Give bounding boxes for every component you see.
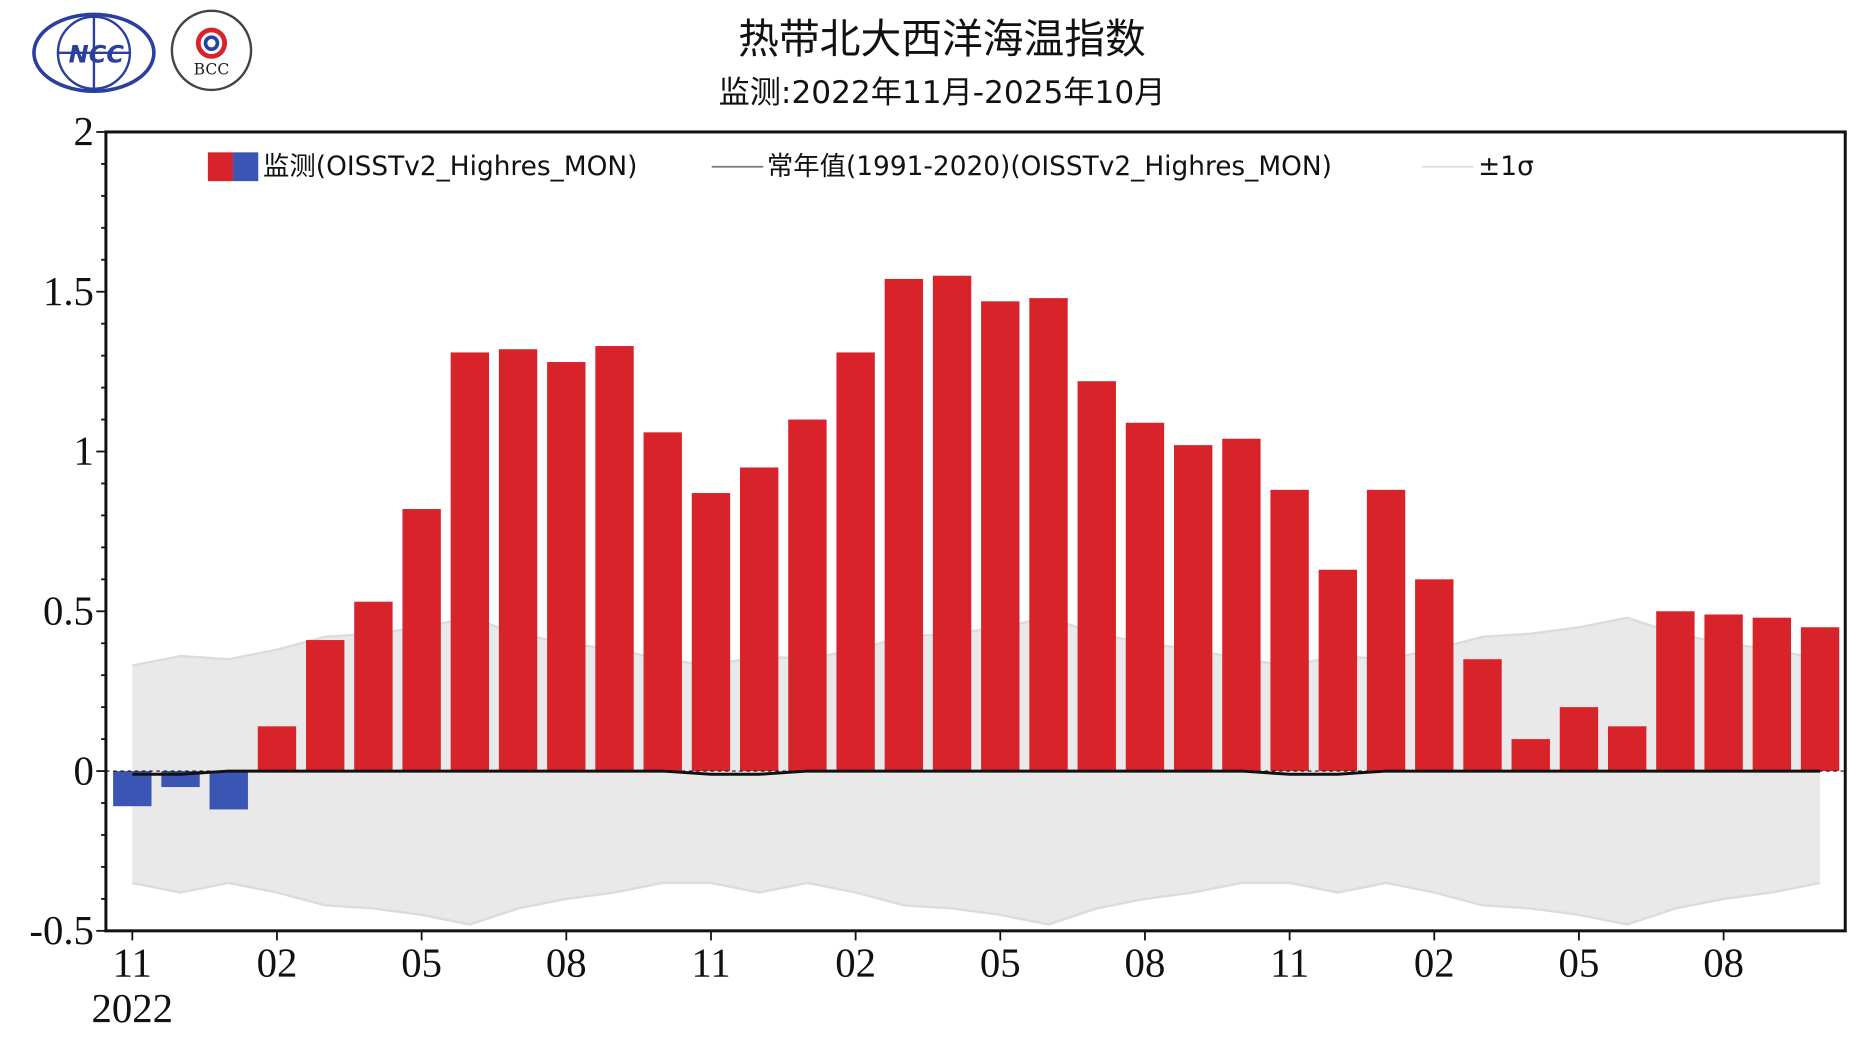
bar-2023-01 [209,771,248,810]
bcc-logo: BCC [170,9,253,92]
bar-2025-09 [1752,617,1792,772]
bar-2023-04 [354,601,393,772]
chart-title: 热带北大西洋海温指数 [738,15,1146,63]
svg-text:NCC: NCC [69,40,125,68]
y-tick-label: 0.5 [43,588,94,633]
x-tick-label: 08 [1703,940,1744,985]
bar-2024-10 [1222,438,1261,772]
plot-frame [104,130,1847,933]
normal-line [132,769,1821,776]
bar-2023-05 [402,509,441,772]
x-tick-label: 11 [113,940,152,985]
bar-2025-02 [1415,579,1454,772]
legend-monitor-label: 监测(OISSTv2_Highres_MON) [263,152,637,182]
x-tick-label: 05 [401,940,442,985]
bar-2025-06 [1607,726,1647,772]
legend: 监测(OISSTv2_Highres_MON) 常年值(1991-2020)(O… [207,152,1534,182]
bar-2025-08 [1704,614,1743,772]
bar-2023-08 [547,362,586,772]
bar-2024-09 [1173,445,1213,772]
ncc-logo: NCC [32,12,156,93]
bar-2024-03 [884,278,924,772]
legend-swatch-positive [207,152,234,182]
bar-2024-04 [932,275,972,772]
sigma-lower-line [132,881,1821,926]
y-tick-label: 2 [74,109,94,154]
chart-subtitle: 监测:2022年11月-2025年10月 [719,75,1166,111]
bar-2024-12 [1318,569,1358,772]
legend-sigma-label: ±1σ [1478,152,1534,182]
bar-2025-05 [1559,707,1599,772]
x-tick-label: 11 [691,940,730,985]
bar-2023-09 [595,346,634,772]
bar-2023-02 [257,726,297,772]
bar-2024-11 [1270,489,1309,772]
bar-2023-11 [691,493,731,772]
legend-swatch-negative [233,152,259,182]
bar-2022-11 [113,771,152,807]
y-tick-label: -0.5 [29,908,94,953]
bar-2023-12 [739,467,779,772]
x-tick-label: 11 [1270,940,1309,985]
bar-2023-06 [450,352,490,772]
y-tick-label: 1 [74,429,94,474]
x-tick-label: 08 [1125,940,1166,985]
bar-2024-07 [1077,381,1116,772]
bar-2023-07 [498,349,538,772]
bar-2024-08 [1125,422,1165,772]
svg-text:BCC: BCC [194,60,230,78]
bar-2024-05 [981,301,1020,772]
y-tick-label: 0 [74,748,94,793]
x-tick-label: 05 [1559,940,1600,985]
x-year-label: 2022 [92,986,174,1031]
bar-2025-04 [1511,739,1550,772]
bar-2024-06 [1029,298,1068,772]
bar-2025-03 [1463,659,1502,772]
legend-normal-label: 常年值(1991-2020)(OISSTv2_Highres_MON) [767,152,1332,182]
bar-2025-07 [1656,611,1695,772]
x-tick-label: 02 [835,940,876,985]
x-tick-label: 02 [1414,940,1455,985]
bar-2025-01 [1366,489,1406,772]
x-tick-label: 02 [257,940,298,985]
y-tick-label: 1.5 [43,269,94,314]
bar-2025-10 [1800,627,1840,772]
bar-2023-03 [306,640,345,772]
bar-2024-02 [836,352,875,772]
x-tick-label: 08 [546,940,587,985]
bar-2024-01 [788,419,827,772]
bar-2023-10 [643,432,682,772]
x-tick-label: 05 [980,940,1021,985]
